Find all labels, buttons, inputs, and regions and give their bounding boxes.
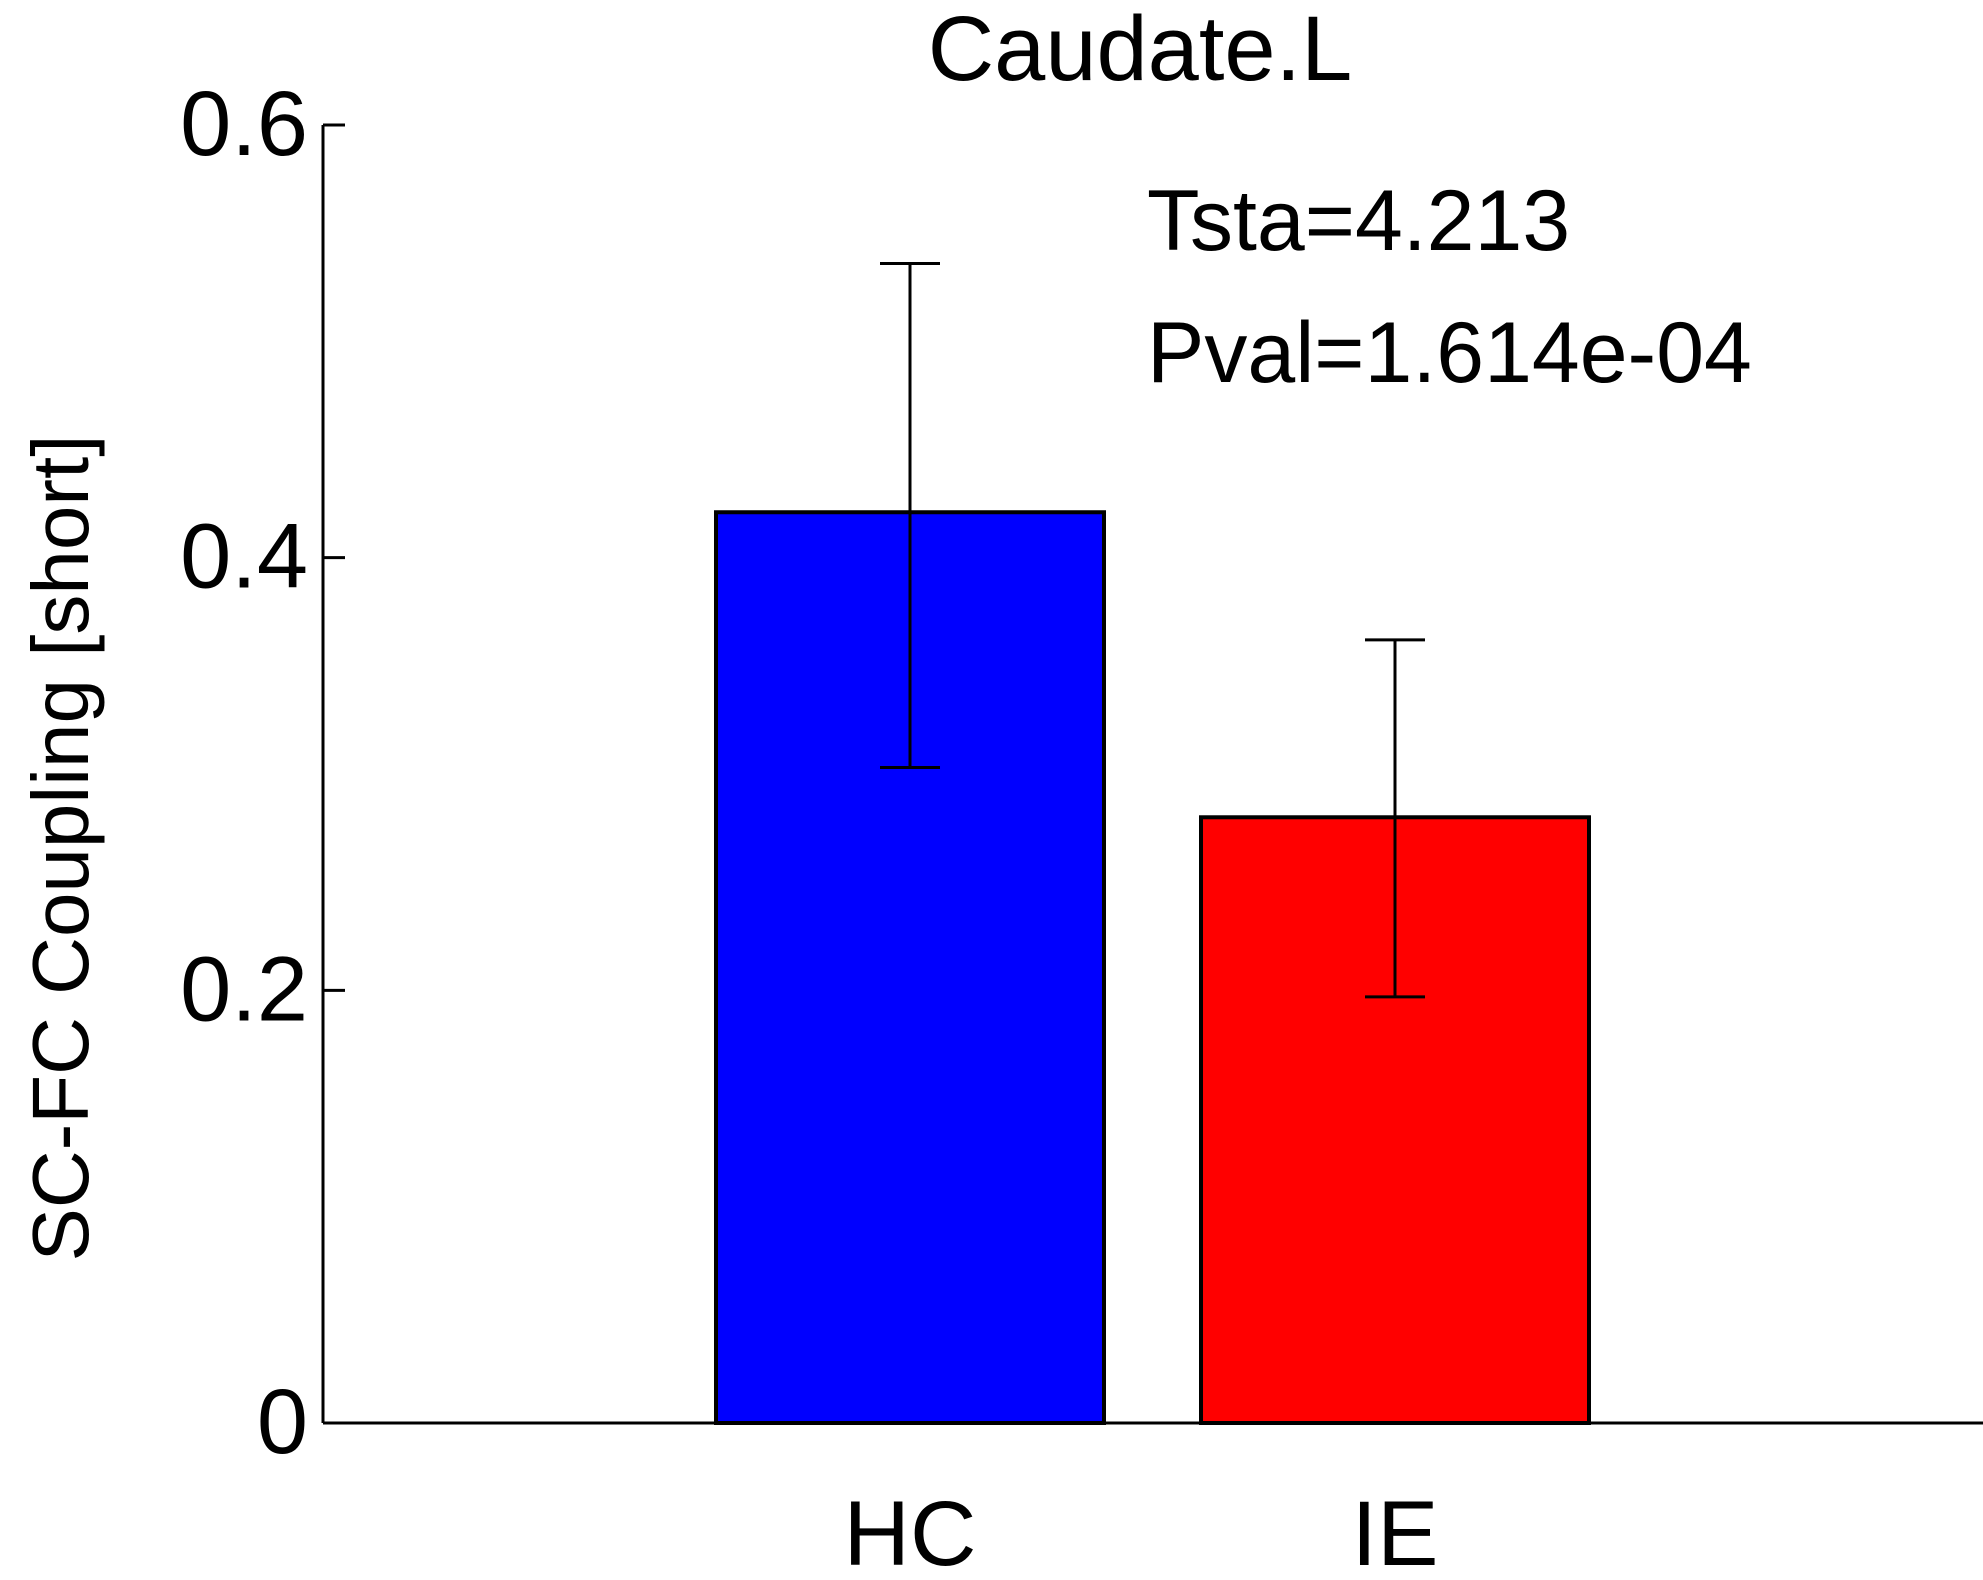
y-axis-label: SC-FC Coupling [short] xyxy=(16,435,105,1262)
chart-title: Caudate.L xyxy=(928,0,1353,100)
bars xyxy=(714,510,1591,1425)
y-tick-label: 0.4 xyxy=(180,506,308,608)
error-bars xyxy=(880,261,1425,999)
y-tick-label: 0 xyxy=(257,1371,308,1473)
y-tick-label: 0.2 xyxy=(180,938,308,1040)
annotation-pvalue: Pval=1.614e-04 xyxy=(1147,305,1752,401)
x-tick-label-ie: IE xyxy=(1352,1483,1439,1580)
x-tick-label-hc: HC xyxy=(844,1483,977,1580)
annotation-tstat: Tsta=4.213 xyxy=(1147,173,1570,269)
y-ticks: 0 0.2 0.4 0.6 xyxy=(180,73,345,1473)
x-tick-labels: HC IE xyxy=(844,1483,1439,1580)
y-tick-label: 0.6 xyxy=(180,73,308,175)
